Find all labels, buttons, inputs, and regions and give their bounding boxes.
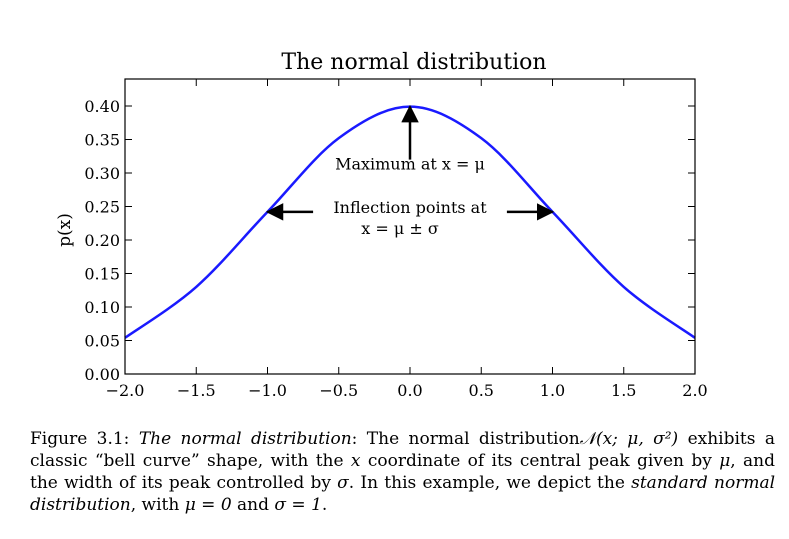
caption-math-mu-zero: μ = 0 [184, 495, 232, 515]
plot-frame [124, 78, 696, 375]
y-tick-label: 0.10 [84, 298, 120, 317]
caption-text-8: . [321, 495, 328, 515]
x-tick-label: −1.5 [177, 381, 216, 400]
y-tick-label: 0.35 [84, 131, 120, 150]
caption-text-6: , with [130, 495, 185, 515]
axis-ticks: −2.0 −1.5 −1.0 −0.5 0.0 0.5 1.0 1.5 2.0 0.00 0.05 0… [84, 79, 708, 400]
caption-text-4: , and the width of its peak controlled b… [30, 451, 775, 493]
x-tick-label: −0.5 [319, 381, 358, 400]
y-tick-label: 0.25 [84, 198, 120, 217]
y-tick-label: 0.15 [84, 265, 120, 284]
caption-text-7: and [231, 495, 275, 515]
caption-title: The normal distribution [138, 429, 352, 449]
x-tick-label: 0.0 [397, 381, 422, 400]
x-tick-label: −2.0 [106, 381, 145, 400]
caption-text-3: coordinate of its central peak given by [360, 451, 720, 471]
y-tick-label: 0.40 [84, 97, 120, 116]
y-axis-label: p(x) [55, 213, 75, 247]
caption-math-normal: 𝒩(x; μ, σ²) [579, 429, 679, 449]
y-tick-label: 0.30 [84, 164, 120, 183]
caption-text-5: . In this example, we depict the [348, 473, 632, 493]
chart-title: The normal distribution [281, 50, 546, 75]
caption-math-mu: μ [719, 451, 731, 471]
x-tick-label: 0.5 [469, 381, 494, 400]
caption-text-1: : The normal distribution [351, 429, 580, 449]
caption-math-x: x [350, 451, 361, 471]
y-tick-label: 0.00 [84, 365, 120, 384]
caption-math-sigma: σ [337, 473, 349, 493]
annotation-text: Maximum at x = μ [335, 155, 485, 174]
annotation-text: x = μ ± σ [361, 219, 439, 238]
caption-label: Figure 3.1: [30, 429, 130, 449]
y-tick-label: 0.20 [84, 231, 120, 250]
annotations: Maximum at x = μ Inflection points at x = … [265, 104, 555, 238]
figure-caption: Figure 3.1: The normal distribution: The… [30, 428, 775, 516]
caption-italic-standard: standard normal distribution [30, 473, 776, 515]
x-tick-label: −1.0 [248, 381, 287, 400]
caption-text-2: exhibits a classic “bell curve” shape, w… [30, 429, 776, 471]
x-tick-label: 1.5 [611, 381, 636, 400]
x-tick-label: 2.0 [682, 381, 707, 400]
y-tick-label: 0.05 [84, 332, 120, 351]
normal-distribution-chart: The normal distribution p(x) −2.0 −1.5 −1.… [55, 50, 708, 400]
x-tick-label: 1.0 [540, 381, 565, 400]
annotation-text: Inflection points at [333, 198, 487, 217]
caption-math-sigma-one: σ = 1 [274, 495, 322, 515]
